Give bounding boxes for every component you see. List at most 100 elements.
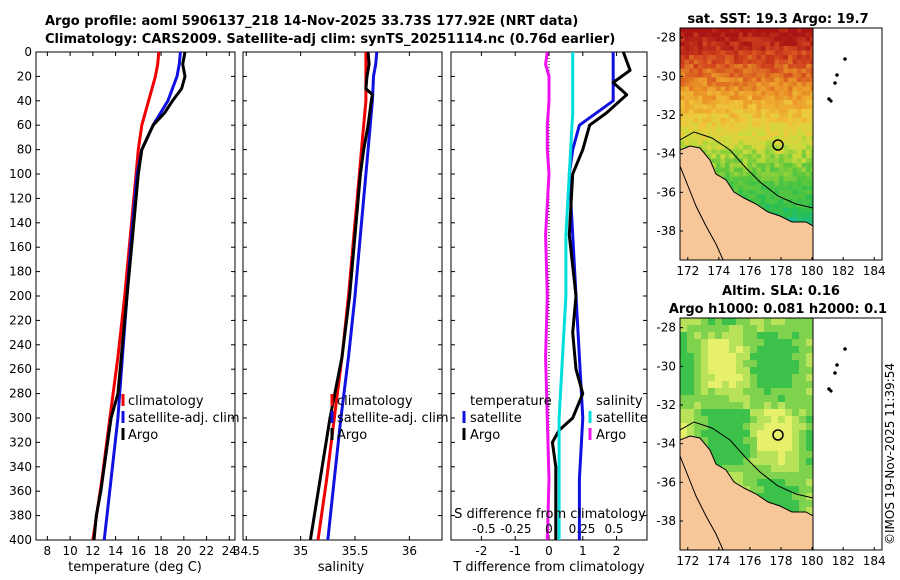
sst-cell [747,46,753,51]
sst-cell [734,109,739,114]
sst-cell [684,41,690,47]
sst-cell [788,86,793,92]
sla-cell [708,374,716,382]
sst-cell [743,154,748,159]
sst-cell [779,113,784,119]
sla-cell [785,395,793,403]
sla-cell [743,339,751,347]
sst-cell [734,95,739,101]
sst-cell [774,46,780,51]
sst-cell [756,50,762,56]
sst-cell [725,167,730,173]
sst-cell [738,41,744,47]
sst-cell [711,145,717,150]
sst-cell [729,109,735,114]
sst-cell [765,199,771,204]
sla-cell [799,444,807,452]
sst-cell [707,59,712,65]
sst-cell [801,95,807,101]
sla-cell [680,388,688,396]
sla-cell [771,332,779,340]
sla-cell [757,381,765,389]
sst-cell [725,59,730,65]
sst-cell [792,185,798,191]
sst-cell [738,86,744,92]
sst-cell [783,37,789,42]
sst-cell [806,109,811,114]
sst-cell [801,190,807,195]
sst-cell [765,158,771,164]
sst-cell [711,140,717,146]
temperature-xlabel: temperature (deg C) [68,560,202,575]
sst-cell [810,86,813,92]
sla-cell [701,395,709,403]
sst-cell [774,82,780,87]
sst-cell [680,50,685,56]
sla-cell [722,332,730,340]
sst-cell [738,167,744,173]
sst-cell [720,104,726,110]
sla-cell [736,402,744,410]
sst-cell [774,127,780,132]
sst-cell [774,55,780,60]
sla-cell [743,395,751,403]
sst-cell [684,77,690,83]
sla-cell [771,325,779,333]
sla-cell [799,430,807,438]
longitude-tick-label: 178 [770,554,793,568]
sla-cell [715,325,723,333]
sst-cell [774,64,780,69]
sst-cell [716,109,721,114]
sst-cell [792,73,798,78]
sst-cell [689,100,694,105]
depth-tick-label: 280 [9,387,32,401]
sst-cell [693,91,699,96]
sst-cell [747,100,753,105]
sla-cell [792,388,800,396]
latitude-tick-label: -30 [656,69,676,83]
sst-cell [788,158,793,164]
sla-cell [806,367,813,375]
sst-cell [779,154,784,159]
sla-cell [729,388,737,396]
sst-cell [779,46,784,51]
sst-cell [792,64,798,69]
sst-cell [702,95,708,101]
sst-cell [711,154,717,159]
sst-cell [801,145,807,150]
sst-cell [788,212,793,218]
sst-cell [738,163,744,168]
sla-cell [680,395,688,403]
sst-cell [698,68,703,74]
sst-cell [698,136,703,141]
sst-cell [738,82,744,87]
sst-cell [743,86,748,92]
sst-cell [792,140,798,146]
sst-cell [689,50,694,56]
sst-cell [765,46,771,51]
sst-cell [779,118,784,123]
sst-cell [792,154,798,159]
sst-cell [743,73,748,78]
sst-cell [698,127,703,132]
sst-cell [734,50,739,56]
sla-cell [785,318,793,326]
sst-cell [810,100,813,105]
sst-cell [797,131,802,137]
imos-credit: ©IMOS 19-Nov-2025 11:39:54 [883,362,897,545]
sla-cell [743,409,751,417]
sst-cell [689,109,694,114]
sst-cell [702,127,708,132]
x-tick-label: 12 [85,544,100,558]
sla-cell [778,367,786,375]
depth-tick-label: 380 [9,509,32,523]
sst-cell [792,28,798,33]
longitude-tick-label: 174 [707,264,730,278]
sst-cell [743,95,748,101]
sst-cell [711,118,717,123]
sst-cell [752,199,757,204]
sst-cell [729,158,735,164]
sst-cell [810,41,813,47]
sst-cell [747,154,753,159]
sst-cell [702,100,708,105]
